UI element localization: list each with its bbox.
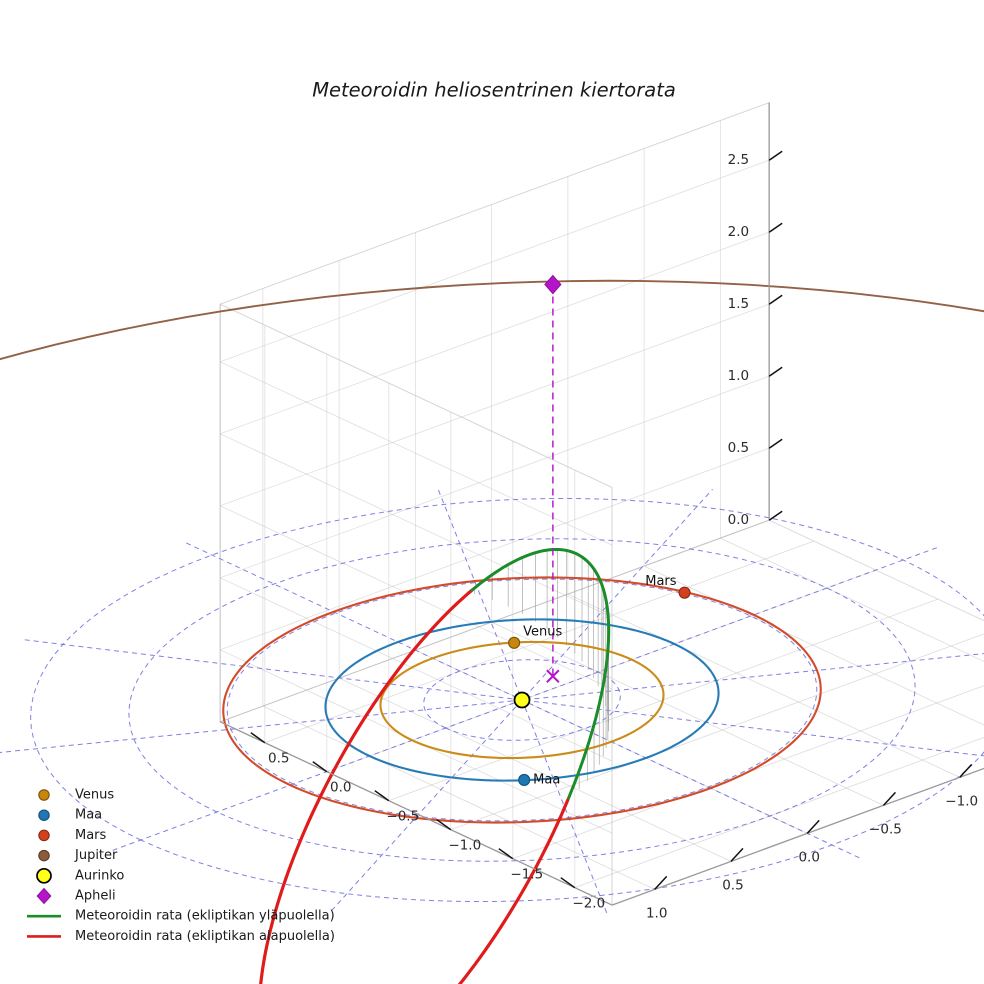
maa-marker <box>518 773 531 787</box>
legend-label-mars: Mars <box>75 828 107 843</box>
mars-marker <box>678 586 691 599</box>
meteoroid-orbit <box>259 547 611 984</box>
axis-lines <box>219 102 984 906</box>
venus-marker <box>508 636 521 649</box>
aphelion-marker <box>544 274 562 295</box>
z-tick-label: 0.0 <box>728 512 749 528</box>
legend-marker-sun <box>36 867 52 884</box>
x-tick-label: 0.5 <box>722 877 743 893</box>
legend-label-jupiter: Jupiter <box>74 848 118 863</box>
orbit-drop-lines <box>474 549 610 789</box>
maa-label: Maa <box>533 772 560 787</box>
x-tick-label: 0.0 <box>798 849 819 865</box>
legend-label-earth: Maa <box>75 808 102 823</box>
legend-marker-mars <box>38 829 50 842</box>
legend-marker-jupiter <box>38 849 50 862</box>
y-tick-label: −1.5 <box>510 867 543 883</box>
legend-marker-venus <box>38 789 50 801</box>
x-tick-label: 1.0 <box>646 905 667 921</box>
venus-label: Venus <box>523 624 562 639</box>
x-tick-label: −1.0 <box>945 793 978 809</box>
solar-system-bodies: Venus Maa Mars <box>508 574 691 787</box>
legend-marker-aphelion <box>36 887 52 905</box>
y-tick-label: −1.0 <box>448 838 481 854</box>
z-tick-label: 1.0 <box>728 368 749 384</box>
aphelion-group <box>544 274 562 683</box>
z-tick-label: 1.5 <box>728 296 749 312</box>
page-title: Meteoroidin heliosentrinen kiertorata <box>312 79 676 102</box>
legend-label-meteoroid-below: Meteoroidin rata (ekliptikan alapuolella… <box>75 929 335 944</box>
legend-label-aphelion: Apheli <box>75 889 116 904</box>
x-tick-label: −0.5 <box>869 821 902 837</box>
y-tick-label: 0.5 <box>268 751 289 767</box>
planet-orbits <box>0 279 984 824</box>
legend-label-venus: Venus <box>75 788 114 803</box>
legend-label-sun: Aurinko <box>75 868 124 883</box>
y-tick-label: 0.0 <box>330 780 351 796</box>
legend-label-meteoroid-above: Meteoroidin rata (ekliptikan yläpuolella… <box>75 909 335 924</box>
z-tick-label: 2.5 <box>728 152 749 168</box>
axis-tick-labels: 0.0 0.5 1.0 1.5 2.0 2.5 −2.0 −1.5 −1.0 −0.5 0.0 0.5… <box>268 152 978 921</box>
y-tick-label: −0.5 <box>386 809 419 825</box>
aurinko-marker <box>513 691 531 709</box>
z-tick-label: 2.0 <box>728 224 749 240</box>
y-tick-label: −2.0 <box>572 896 605 912</box>
legend-marker-earth <box>38 809 50 821</box>
legend: Venus Maa Mars Jupiter Aurinko Apheli Meteoroi… <box>27 788 335 944</box>
mars-label: Mars <box>645 574 677 589</box>
z-tick-label: 0.5 <box>728 440 749 456</box>
